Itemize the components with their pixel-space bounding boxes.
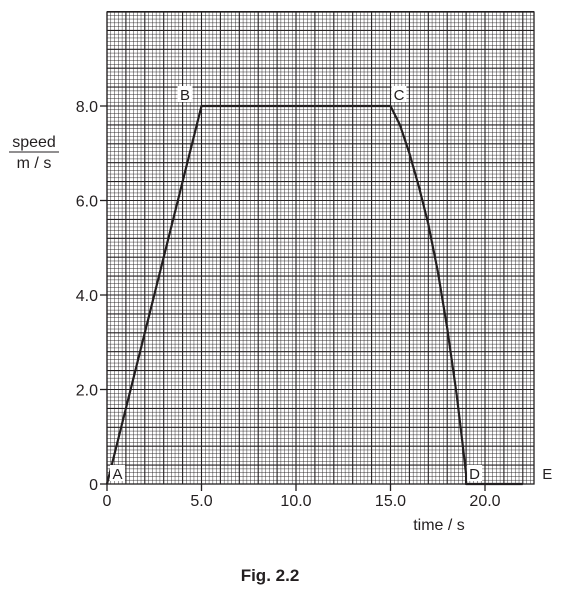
y-axis-label-bottom: m / s <box>17 155 52 172</box>
point-label-e: E <box>542 466 552 483</box>
figure-caption: Fig. 2.2 <box>241 566 300 585</box>
axes <box>100 105 486 491</box>
point-label-bg <box>177 86 193 102</box>
point-label-bg <box>391 86 407 102</box>
speed-line <box>105 104 523 486</box>
plot-border <box>106 11 535 485</box>
x-tick-label: 0 <box>103 493 112 510</box>
speed-curve <box>105 104 523 486</box>
x-tick-label: 20.0 <box>469 493 500 510</box>
y-tick-label: 4.0 <box>76 288 98 305</box>
y-tick-label: 2.0 <box>76 383 98 400</box>
x-tick-label: 10.0 <box>280 493 311 510</box>
point-label-bg <box>467 465 483 481</box>
point-label-d: D <box>469 466 480 483</box>
point-label-b: B <box>180 87 190 104</box>
y-axis-label-top: speed <box>12 134 56 151</box>
x-axis-label: time / s <box>413 517 465 534</box>
x-tick-label: 5.0 <box>190 493 212 510</box>
point-label-a: A <box>112 466 122 483</box>
point-labels: A B C D E <box>110 86 555 483</box>
tick-labels: 0 2.0 4.0 6.0 8.0 0 5.0 10.0 15.0 20.0 <box>76 99 501 510</box>
y-tick-label: 6.0 <box>76 194 98 211</box>
x-tick-label: 15.0 <box>375 493 406 510</box>
point-label-c: C <box>394 87 405 104</box>
point-label-bg <box>110 465 125 481</box>
y-tick-label: 0 <box>89 477 98 494</box>
point-label-bg <box>539 465 555 481</box>
graph-grid <box>106 10 535 485</box>
y-tick-label: 8.0 <box>76 99 98 116</box>
